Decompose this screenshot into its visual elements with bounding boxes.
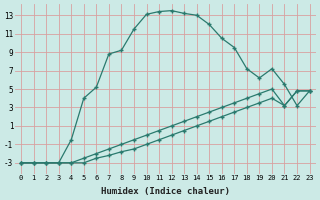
X-axis label: Humidex (Indice chaleur): Humidex (Indice chaleur) (101, 187, 230, 196)
